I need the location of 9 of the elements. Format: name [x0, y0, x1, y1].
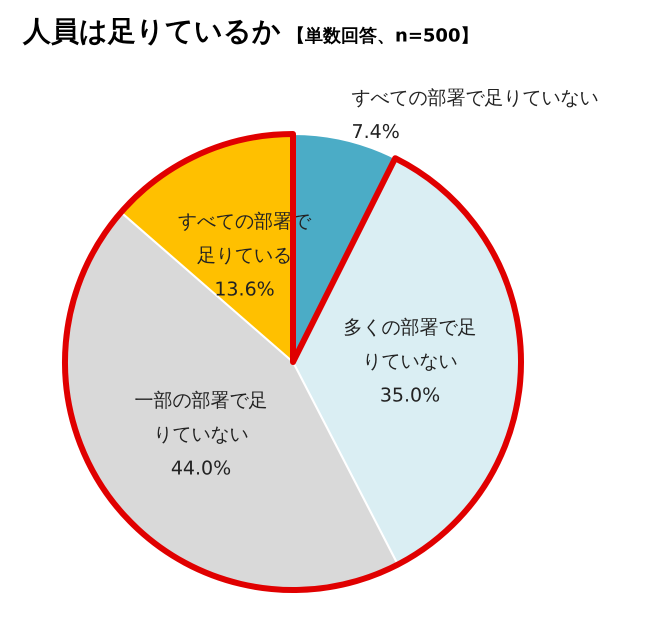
data-label: 44.0% — [170, 457, 232, 480]
data-label: 7.4% — [352, 120, 400, 143]
chart-subtitle: 【単数回答、n=500】 — [287, 26, 478, 46]
data-label: 35.0% — [380, 384, 440, 406]
slice-label: すべての部署で足りていない — [352, 86, 599, 109]
slice-label: 多くの部署で足りていない — [344, 316, 476, 372]
data-label: 13.6% — [214, 278, 275, 301]
slice-label: 一部の部署で足りていない — [134, 389, 268, 446]
chart-title: 人員は足りているか — [22, 14, 281, 48]
